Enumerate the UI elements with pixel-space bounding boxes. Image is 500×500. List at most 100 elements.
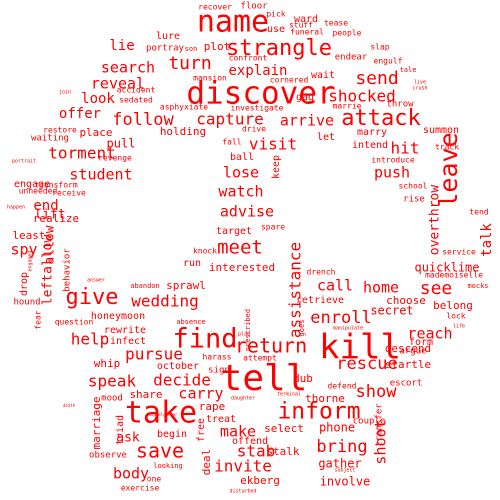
word-whip: whip (94, 357, 121, 370)
word-reveal: reveal (91, 75, 145, 93)
word-show: show (356, 382, 398, 402)
word-son: son (185, 45, 198, 53)
word-lose: lose (223, 164, 259, 182)
word-throw: throw (386, 100, 414, 110)
word-offer: offer (59, 106, 101, 122)
word-exercise: exercise (121, 484, 160, 493)
word-floor: floor (240, 2, 268, 12)
word-disturbed: disturbed (229, 489, 256, 495)
word-ball: ball (230, 152, 254, 163)
word-spy: spy (10, 241, 37, 259)
word-introduce: introduce (371, 156, 415, 165)
word-bring: bring (316, 437, 367, 457)
word-october: october (157, 361, 199, 372)
word-drive: drive (242, 125, 266, 134)
word-manipulate: manipulate (333, 326, 363, 332)
word-behavior: behavior (63, 248, 73, 292)
word-couple: couple (353, 417, 386, 427)
word-holding: holding (160, 125, 206, 138)
word-stuff: stuff (289, 21, 313, 30)
word-confront: confront (229, 54, 268, 63)
word-realize: realize (33, 212, 79, 225)
word-goes: goes (298, 320, 306, 337)
word-help: help (71, 330, 110, 349)
word-kill: kill (319, 328, 401, 368)
word-live: live (414, 80, 426, 86)
word-see: see (420, 278, 453, 299)
word-abandon: abandon (130, 282, 160, 290)
word-home: home (363, 279, 399, 297)
word-phone: phone (319, 421, 355, 435)
word-make: make (220, 423, 256, 441)
word-school: school (399, 182, 428, 191)
word-ward: ward (294, 14, 318, 25)
word-lure: lure (156, 31, 180, 42)
word-slap: slap (370, 43, 389, 52)
word-restore: restore (43, 126, 77, 135)
word-select: select (264, 422, 304, 435)
word-hound: hound (13, 298, 40, 308)
word-mademoiselle: mademoiselle (425, 271, 483, 280)
word-absence: absence (176, 318, 206, 326)
word-strangle: strangle (226, 36, 332, 61)
word-service: service (442, 248, 476, 257)
word-overthrow: overthrow (428, 185, 443, 256)
word-portrait: portrait (12, 159, 36, 165)
word-endear: endear (335, 53, 368, 63)
word-people: people (333, 29, 362, 38)
word-talk: talk (479, 223, 495, 257)
word-ekberg: ekberg (240, 474, 280, 487)
word-capture: capture (196, 110, 263, 129)
word-look: look (81, 91, 115, 107)
word-tend: tend (469, 208, 488, 217)
word-attack: attack (341, 106, 420, 131)
word-engage: engage (14, 179, 50, 190)
word-treat: treat (206, 414, 236, 425)
word-follow: follow (112, 110, 174, 130)
word-honeymoon: honeymoon (91, 311, 145, 322)
word-gag: gag (296, 92, 314, 103)
word-sprawl: sprawl (166, 279, 206, 292)
word-marrie: marrie (333, 102, 362, 111)
word-unneeded: unneeded (19, 187, 58, 196)
word-one: one (147, 475, 162, 484)
word-enroll: enroll (310, 308, 371, 328)
word-pull: pull (107, 137, 136, 151)
word-turn: turn (168, 53, 211, 74)
word-startle: startle (385, 358, 431, 371)
word-defend: defend (328, 382, 357, 391)
word-involve: involve (320, 475, 371, 489)
word-mocks: mocks (467, 282, 488, 290)
word-engulf: engulf (374, 57, 403, 66)
word-rescue: rescue (336, 354, 397, 374)
word-pursue: pursue (125, 345, 183, 364)
word-waiting: waiting (31, 134, 69, 144)
word-subject: subject (334, 468, 355, 474)
word-plot: plot (204, 40, 231, 53)
word-thorne: thorne (305, 392, 345, 405)
word-marry: marry (357, 127, 387, 138)
word-death: death (63, 403, 76, 408)
word-take: take (125, 396, 197, 431)
word-end: end (33, 198, 58, 214)
word-receive: receive (52, 189, 86, 198)
word-question: question (55, 318, 94, 327)
word-drench: drench (307, 268, 336, 277)
word-mansion: mansion (193, 74, 227, 83)
word-dub: dub (293, 372, 313, 385)
word-engaged: engaged (28, 250, 34, 271)
word-offend: offend (232, 436, 268, 447)
word-interested: interested (209, 261, 275, 274)
word-return: return (235, 334, 307, 358)
word-happen: happen (7, 205, 25, 211)
word-inform: inform (277, 399, 360, 425)
word-shoot: shoot (372, 419, 390, 464)
word-deal: deal (200, 449, 213, 476)
word-sedated: sedated (119, 96, 153, 105)
word-arrive: arrive (280, 112, 334, 130)
word-retrieve: retrieve (296, 295, 344, 306)
word-knock: knock (193, 247, 217, 256)
word-escort: escort (390, 379, 423, 389)
word-carry: carry (178, 385, 223, 403)
